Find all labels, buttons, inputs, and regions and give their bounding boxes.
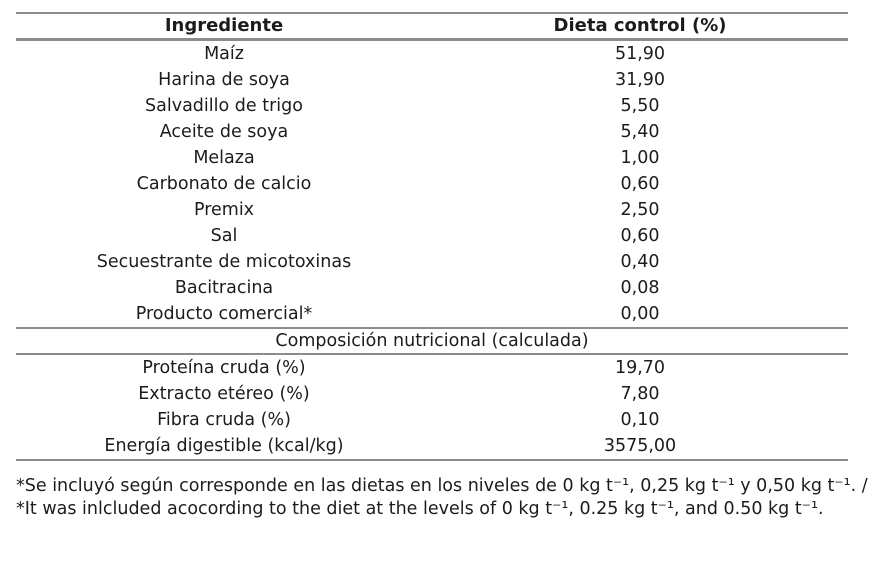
table-row: Salvadillo de trigo 5,50 [16,93,848,119]
table-row: Producto comercial* 0,00 [16,301,848,328]
table-row: Energía digestible (kcal/kg) 3575,00 [16,433,848,460]
nutrition-section-divider: Composición nutricional (calculada) [16,327,848,355]
header-row: Ingrediente Dieta control (%) [16,13,848,41]
table-row: Harina de soya 31,90 [16,67,848,93]
table-row: Bacitracina 0,08 [16,275,848,301]
footnote-text: *Se incluyó según corresponde en las die… [16,476,868,519]
table-row: Carbonato de calcio 0,60 [16,171,848,197]
ingredient-name: Salvadillo de trigo [145,96,303,116]
ingredient-name: Maíz [204,44,244,64]
nutrient-name: Proteína cruda (%) [142,358,306,378]
ingredient-name: Secuestrante de micotoxinas [96,252,352,272]
ingredient-value: 0,60 [620,174,660,194]
column-header-dieta-control: Dieta control (%) [432,13,848,41]
section-header-label: Composición nutricional (calculada) [16,327,848,355]
nutrient-name: Extracto etéreo (%) [138,384,310,404]
table-row: Secuestrante de micotoxinas 0,40 [16,249,848,275]
ingredient-value: 31,90 [614,70,666,90]
ingredient-value: 2,50 [620,200,660,220]
ingredient-name: Harina de soya [158,70,290,90]
ingredient-value: 5,40 [620,122,660,142]
ingredient-value: 0,00 [620,304,660,324]
nutrient-value: 7,80 [620,384,660,404]
table-row: Sal 0,60 [16,223,848,249]
ingredients-section: Maíz 51,90 Harina de soya 31,90 Salvadillo d… [16,40,848,329]
ingredient-value: 5,50 [620,96,660,116]
nutrient-value: 19,70 [614,358,666,378]
nutrient-value: 3575,00 [603,436,677,456]
table-row: Fibra cruda (%) 0,10 [16,407,848,433]
ingredient-name: Sal [210,226,238,246]
ingredient-name: Premix [193,200,255,220]
column-header-ingrediente: Ingrediente [16,13,432,41]
ingredient-name: Melaza [193,148,255,168]
table-row: Extracto etéreo (%) 7,80 [16,381,848,407]
nutrient-name: Fibra cruda (%) [157,410,291,430]
nutrition-section: Proteína cruda (%) 19,70 Extracto etéreo (… [16,354,848,460]
ingredient-value: 0,60 [620,226,660,246]
table-row: Premix 2,50 [16,197,848,223]
ingredient-name: Producto comercial* [135,304,313,324]
table-row: Proteína cruda (%) 19,70 [16,354,848,381]
nutrient-name: Energía digestible (kcal/kg) [104,436,344,456]
section-header-row: Composición nutricional (calculada) [16,327,848,355]
ingredient-name: Aceite de soya [159,122,289,142]
ingredient-name: Carbonato de calcio [136,174,312,194]
ingredient-name: Bacitracina [174,278,274,298]
ingredient-value: 51,90 [614,44,666,64]
table-row: Maíz 51,90 [16,40,848,68]
ingredient-value: 0,40 [620,252,660,272]
paper-table-page: Ingrediente Dieta control (%) Maíz 51,90 H… [16,12,868,519]
nutrient-value: 0,10 [620,410,660,430]
diet-composition-table: Ingrediente Dieta control (%) Maíz 51,90 H… [16,12,848,461]
table-row: Aceite de soya 5,40 [16,119,848,145]
table-header: Ingrediente Dieta control (%) [16,13,848,41]
table-row: Melaza 1,00 [16,145,848,171]
ingredient-value: 0,08 [620,278,660,298]
ingredient-value: 1,00 [620,148,660,168]
